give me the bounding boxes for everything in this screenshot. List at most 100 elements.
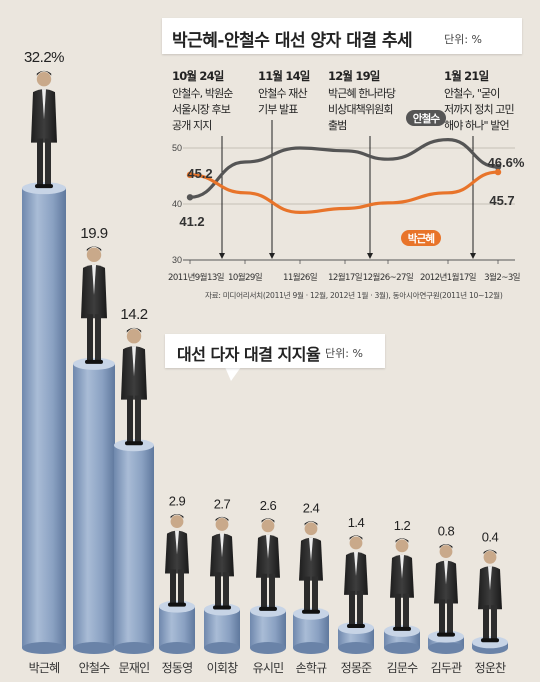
bar-유시민: 2.6 유시민 bbox=[250, 498, 286, 675]
event-date: 1월 21일 bbox=[444, 69, 489, 83]
bar-value-label: 2.9 bbox=[169, 494, 186, 509]
y-tick-label: 40 bbox=[172, 199, 182, 209]
figure-leg-left bbox=[87, 314, 93, 363]
figure-hair bbox=[170, 513, 184, 519]
figure-head bbox=[483, 550, 497, 564]
politician-figure bbox=[299, 521, 323, 614]
event-date: 12월 19일 bbox=[328, 69, 380, 83]
figure-leg-right bbox=[357, 590, 363, 628]
bar-손학규: 2.4 손학규 bbox=[293, 501, 329, 675]
event-date: 11월 14일 bbox=[258, 69, 310, 83]
trend-chart-title-box: 박근혜-안철수 대선 양자 대결 추세 단위: % bbox=[162, 18, 522, 54]
bar-body bbox=[22, 188, 66, 648]
bar-base bbox=[73, 642, 115, 654]
figure-leg-left bbox=[395, 593, 401, 630]
series-badge-text: 박근혜 bbox=[408, 232, 435, 245]
bar-value-label: 2.4 bbox=[303, 501, 320, 516]
bar-문재인: 14.2 문재인 bbox=[114, 306, 154, 675]
series-badge-text: 안철수 bbox=[413, 112, 441, 125]
event-text: 공개 지지 bbox=[172, 119, 211, 132]
figure-leg-left bbox=[439, 599, 445, 636]
figure-leg-right bbox=[95, 314, 101, 363]
figure-shoes bbox=[347, 624, 365, 629]
bar-base bbox=[428, 642, 464, 654]
bar-base bbox=[22, 642, 66, 654]
figure-head bbox=[395, 539, 409, 553]
bar-value-label: 1.2 bbox=[394, 518, 411, 533]
series-line-안철수 bbox=[188, 137, 500, 199]
politician-figure bbox=[165, 513, 189, 607]
event-date: 10월 24일 bbox=[172, 69, 224, 83]
bar-category-label: 정몽준 bbox=[341, 661, 372, 675]
figure-leg-right bbox=[223, 572, 229, 609]
bar-chart-title-box: 대선 다자 대결 지지율 단위: % bbox=[165, 334, 385, 368]
figure-shoes bbox=[259, 606, 277, 611]
figure-shirt bbox=[220, 533, 224, 558]
bar-이회창: 2.7 이회창 bbox=[204, 496, 240, 675]
bar-base bbox=[204, 642, 240, 654]
bar-base bbox=[159, 642, 195, 654]
politician-figure bbox=[434, 543, 458, 637]
x-tick-label: 2011년9월13일 bbox=[168, 271, 225, 283]
trend-chart-unit: 단위: % bbox=[444, 33, 482, 46]
bar-chart-title: 대선 다자 대결 지지율 bbox=[177, 345, 321, 364]
event-text: 저까지 정치 고민 bbox=[444, 103, 514, 116]
figure-hair bbox=[126, 327, 142, 333]
figure-hair bbox=[215, 516, 229, 522]
bar-category-label: 손학규 bbox=[296, 661, 327, 675]
bar-base bbox=[293, 642, 329, 654]
figure-leg-left bbox=[37, 138, 43, 188]
bar-category-label: 문재인 bbox=[119, 661, 150, 675]
figure-hair bbox=[439, 543, 453, 549]
politician-figure bbox=[344, 535, 368, 629]
bar-body bbox=[204, 609, 240, 648]
politician-figure bbox=[478, 549, 502, 643]
y-tick-label: 50 bbox=[172, 143, 182, 153]
series-start-point bbox=[186, 171, 194, 179]
politician-figure bbox=[390, 538, 414, 631]
bar-category-label: 유시민 bbox=[253, 661, 284, 675]
figure-shoes bbox=[35, 184, 53, 189]
figure-shirt bbox=[266, 534, 270, 559]
event-text: 안철수 재산 bbox=[258, 87, 307, 100]
figure-head bbox=[170, 515, 184, 528]
figure-hair bbox=[261, 518, 275, 523]
figure-shoes bbox=[125, 441, 143, 446]
series-badge-ahn: 안철수 bbox=[406, 110, 446, 126]
bar-value-label: 14.2 bbox=[120, 306, 147, 323]
bar-김두관: 0.8 김두관 bbox=[428, 524, 464, 675]
speech-bubble-tail bbox=[225, 367, 241, 381]
bar-category-label: 이회창 bbox=[207, 661, 238, 675]
figure-shoes bbox=[393, 626, 411, 631]
figure-hair bbox=[395, 538, 409, 543]
event-text: 기부 발표 bbox=[258, 103, 298, 116]
bar-body bbox=[114, 445, 154, 648]
bar-정동영: 2.9 정동영 bbox=[159, 494, 195, 675]
figure-shirt bbox=[488, 566, 492, 591]
bar-base bbox=[250, 642, 286, 654]
x-tick-label: 2012년1월17일 bbox=[420, 271, 477, 283]
figure-leg-right bbox=[135, 395, 141, 445]
data-label-ahn-first: 41.2 bbox=[179, 214, 204, 229]
bar-category-label: 박근혜 bbox=[29, 661, 60, 675]
figure-leg-right bbox=[45, 138, 51, 188]
bar-body bbox=[73, 363, 115, 648]
figure-leg-left bbox=[170, 569, 176, 606]
figure-shirt bbox=[444, 560, 448, 585]
data-label-ahn-last: 46.6% bbox=[488, 155, 525, 170]
figure-head bbox=[304, 522, 318, 536]
figure-shoes bbox=[168, 602, 186, 607]
bar-value-label: 2.7 bbox=[214, 496, 231, 511]
event-arrow-head bbox=[470, 253, 476, 259]
event-text: 출범 bbox=[328, 119, 346, 132]
figure-shirt bbox=[42, 89, 46, 120]
figure-head bbox=[215, 518, 229, 531]
event-text: 박근혜 한나라당 bbox=[328, 87, 396, 100]
y-tick-label: 30 bbox=[172, 255, 182, 265]
figure-leg-left bbox=[483, 605, 489, 642]
